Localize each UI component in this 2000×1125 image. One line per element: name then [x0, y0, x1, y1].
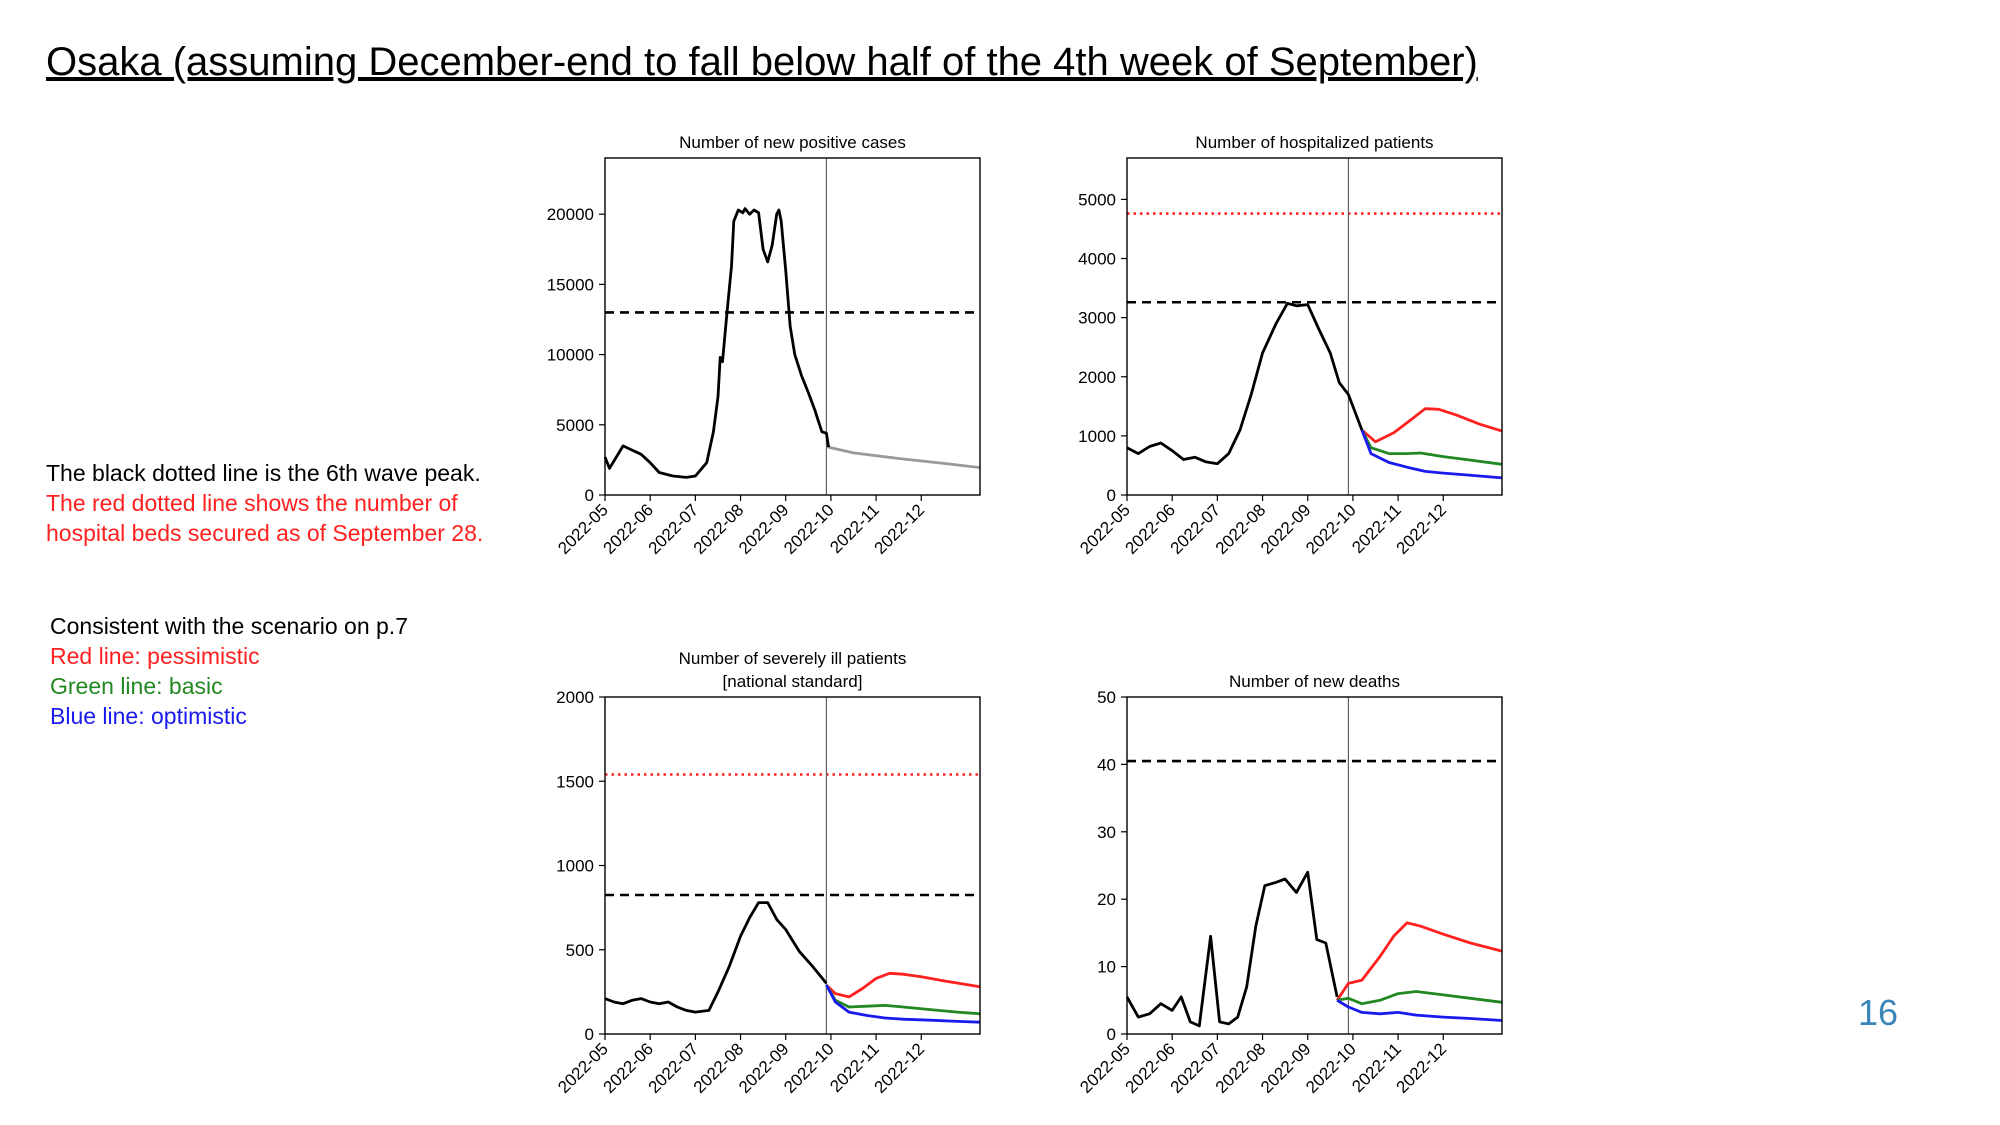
- chart-new-positive-cases: Number of new positive cases 0 5000 10000 15…: [547, 133, 981, 558]
- series-projection-line: [828, 445, 981, 469]
- x-tick-label: 2022-12: [1393, 500, 1451, 558]
- note-optimistic: Blue line: optimistic: [50, 703, 247, 729]
- y-tick-label: 10: [1097, 958, 1116, 977]
- y-tick-label: 1000: [1078, 427, 1116, 446]
- x-tick-label: 2022-12: [871, 1039, 929, 1097]
- note-red-line-2: hospital beds secured as of September 28…: [46, 520, 484, 546]
- series-basic-line: [825, 984, 981, 1016]
- chart-title: Number of new positive cases: [679, 133, 906, 152]
- x-tick-label: 2022-10: [1302, 1039, 1360, 1097]
- y-tick-label: 0: [1107, 486, 1116, 505]
- note-pessimistic: Red line: pessimistic: [50, 643, 260, 669]
- y-tick-label: 20000: [547, 205, 594, 224]
- series-optimistic-line: [1360, 429, 1503, 480]
- y-tick-label: 2000: [1078, 368, 1116, 387]
- slide-title: Osaka (assuming December-end to fall bel…: [46, 40, 1478, 84]
- note-red-line-1: The red dotted line shows the number of: [46, 490, 458, 516]
- chart-title: Number of new deaths: [1229, 672, 1400, 691]
- x-tick-label: 2022-10: [1302, 500, 1360, 558]
- y-tick-label: 20: [1097, 890, 1116, 909]
- series-actual-line: [1126, 301, 1364, 466]
- y-tick-label: 1000: [556, 857, 594, 876]
- chart-title: [national standard]: [723, 672, 863, 691]
- y-tick-label: 4000: [1078, 250, 1116, 269]
- series-optimistic-line: [825, 984, 981, 1024]
- note-scenario: Consistent with the scenario on p.7: [50, 613, 408, 639]
- series-pessimistic-line: [1335, 921, 1503, 1002]
- series-optimistic-line: [1336, 999, 1503, 1022]
- y-tick-label: 40: [1097, 755, 1116, 774]
- chart-severely-ill-patients: Number of severely ill patients [national…: [554, 649, 981, 1097]
- x-tick-label: 2022-12: [1393, 1039, 1451, 1097]
- y-tick-label: 0: [585, 1025, 594, 1044]
- y-tick-label: 5000: [556, 416, 594, 435]
- x-tick-label: 2022-10: [780, 500, 838, 558]
- chart-title: Number of hospitalized patients: [1195, 133, 1433, 152]
- plot-frame: [604, 157, 981, 496]
- y-tick-label: 1500: [556, 772, 594, 791]
- x-tick-label: 2022-12: [871, 500, 929, 558]
- series-basic-line: [1360, 429, 1503, 466]
- y-tick-label: 2000: [556, 688, 594, 707]
- y-tick-label: 5000: [1078, 190, 1116, 209]
- x-tick-label: 2022-10: [780, 1039, 838, 1097]
- note-black-line: The black dotted line is the 6th wave pe…: [46, 460, 481, 486]
- series-pessimistic-line: [825, 971, 981, 999]
- plot-frame: [1126, 696, 1503, 1035]
- series-pessimistic-line: [1360, 407, 1503, 444]
- series-actual-line: [603, 207, 830, 479]
- y-tick-label: 500: [566, 941, 594, 960]
- plot-frame: [1126, 157, 1503, 496]
- scenario-notes: Consistent with the scenario on p.7 Red …: [50, 611, 408, 731]
- plot-frame: [604, 696, 981, 1035]
- y-tick-label: 10000: [547, 346, 594, 365]
- legend-notes: The black dotted line is the 6th wave pe…: [46, 458, 483, 548]
- chart-hospitalized-patients: Number of hospitalized patients 0 1000 2000…: [1076, 133, 1503, 558]
- y-tick-label: 50: [1097, 688, 1116, 707]
- y-tick-label: 0: [1107, 1025, 1116, 1044]
- series-actual-line: [604, 901, 828, 1014]
- series-basic-line: [1336, 990, 1503, 1006]
- y-tick-label: 3000: [1078, 309, 1116, 328]
- series-actual-line: [1125, 870, 1339, 1028]
- y-tick-label: 0: [585, 486, 594, 505]
- y-tick-label: 30: [1097, 823, 1116, 842]
- chart-title: Number of severely ill patients: [679, 649, 907, 668]
- note-basic: Green line: basic: [50, 673, 223, 699]
- page-number: 16: [1858, 992, 1899, 1033]
- chart-new-deaths: Number of new deaths010203040502022-0520…: [1076, 672, 1503, 1097]
- y-tick-label: 15000: [547, 275, 594, 294]
